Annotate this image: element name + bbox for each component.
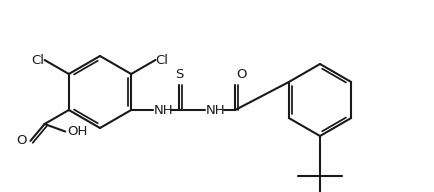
Text: Cl: Cl bbox=[32, 54, 45, 66]
Text: Cl: Cl bbox=[155, 54, 168, 66]
Text: S: S bbox=[175, 68, 183, 81]
Text: O: O bbox=[16, 134, 26, 147]
Text: NH: NH bbox=[206, 104, 226, 118]
Text: OH: OH bbox=[67, 125, 88, 138]
Text: NH: NH bbox=[154, 104, 174, 118]
Text: O: O bbox=[236, 68, 247, 81]
